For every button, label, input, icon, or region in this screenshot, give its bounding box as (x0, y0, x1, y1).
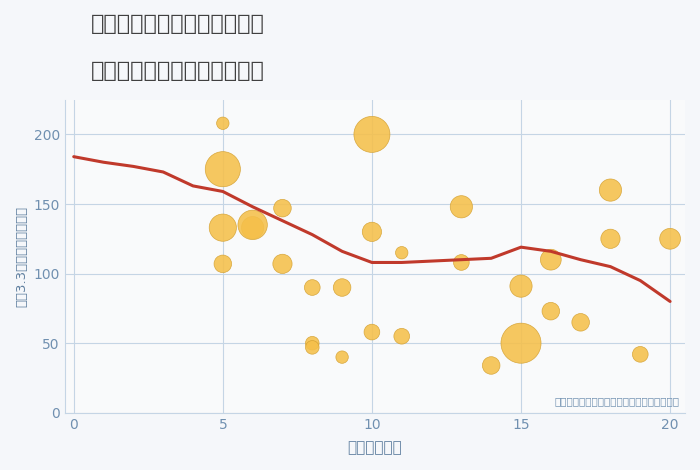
Text: 円の大きさは、取引のあった物件面積を示す: 円の大きさは、取引のあった物件面積を示す (554, 396, 679, 406)
Point (515, 282, 526, 290)
Point (456, 258, 467, 266)
Point (247, 221, 258, 228)
Y-axis label: 坪（3.3㎡）単価（万円）: 坪（3.3㎡）単価（万円） (15, 206, 28, 307)
Point (307, 344, 318, 351)
Point (605, 186, 616, 194)
Point (635, 351, 646, 358)
Point (515, 339, 526, 347)
Point (605, 235, 616, 243)
Point (307, 284, 318, 291)
Point (396, 332, 407, 340)
Point (217, 165, 228, 173)
Point (366, 131, 377, 138)
Text: 駅距離別中古マンション価格: 駅距離別中古マンション価格 (91, 61, 265, 81)
Point (396, 249, 407, 257)
Point (217, 224, 228, 231)
Point (575, 319, 586, 326)
Point (277, 204, 288, 212)
Point (366, 228, 377, 235)
Point (247, 224, 258, 231)
Point (545, 307, 557, 315)
Point (545, 256, 557, 264)
Point (217, 260, 228, 267)
Point (217, 119, 228, 127)
Point (664, 235, 676, 243)
Point (366, 329, 377, 336)
Point (486, 362, 497, 369)
Point (277, 260, 288, 267)
Point (337, 353, 348, 361)
Point (307, 339, 318, 347)
X-axis label: 駅距離（分）: 駅距離（分） (347, 440, 402, 455)
Point (337, 284, 348, 291)
Text: 神奈川県横浜市緑区台村町の: 神奈川県横浜市緑区台村町の (91, 14, 265, 34)
Point (456, 203, 467, 211)
